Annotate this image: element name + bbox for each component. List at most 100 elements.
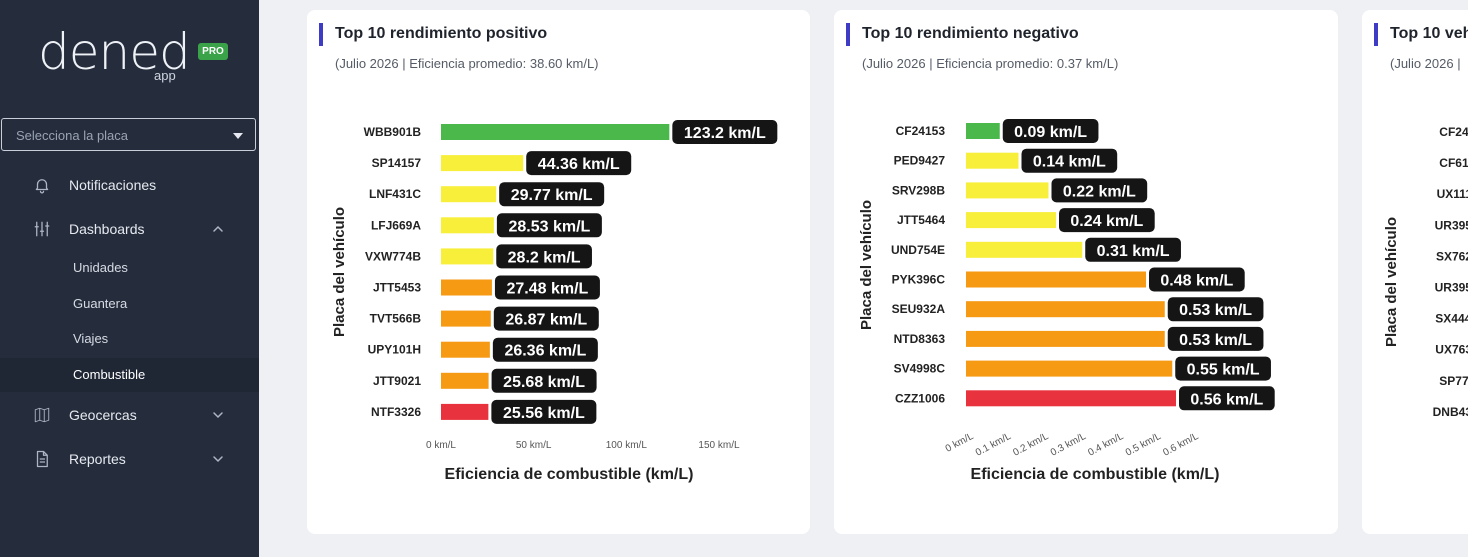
data-label-box — [1175, 356, 1271, 381]
bar — [966, 212, 1056, 229]
nav-item-geocercas[interactable]: Geocercas — [0, 397, 259, 433]
category-label: CF2417 — [1439, 125, 1468, 139]
card-title: Top 10 rendimiento positivo — [335, 25, 548, 42]
category-label: JTT9021 — [373, 374, 421, 388]
x-tick-label: 0.4 km/L — [1086, 431, 1125, 459]
x-tick-label: 0.1 km/L — [974, 431, 1013, 459]
bar — [441, 155, 524, 172]
category-label: SX4445( — [1435, 312, 1468, 326]
sidebar-item-viajes[interactable]: Viajes — [0, 322, 259, 356]
category-label: UND754E — [891, 243, 945, 257]
sidebar-item-label: Guantera — [73, 296, 128, 311]
category-label: PED9427 — [894, 154, 946, 168]
card-subtitle: (Julio 2026 | Eficiencia promedio: 0.37 … — [862, 56, 1119, 71]
data-label: 28.2 km/L — [508, 249, 581, 266]
data-label: 27.48 km/L — [507, 281, 589, 298]
data-label: 26.36 km/L — [504, 343, 586, 360]
data-label-box — [491, 368, 597, 393]
data-label: 0.55 km/L — [1187, 362, 1260, 379]
category-label: SV4998C — [894, 362, 946, 376]
sidebar: dened app PRO Selecciona la placa Notifi… — [0, 0, 259, 557]
nav-item-reportes[interactable]: Reportes — [0, 441, 259, 477]
category-label: CF24153 — [896, 124, 946, 138]
sidebar-item-label: Unidades — [73, 260, 128, 275]
x-tick-label: 0 km/L — [426, 440, 456, 451]
data-label-box — [494, 275, 600, 300]
category-label: TVT566B — [370, 312, 422, 326]
bar-chart-positive: Placa del vehículo WBB901B 123.2 km/L SP141… — [331, 120, 778, 483]
data-label: 0.53 km/L — [1179, 302, 1252, 319]
category-label: UX7633/ — [1435, 343, 1468, 357]
bar — [966, 330, 1165, 347]
plate-select[interactable]: Selecciona la placa — [1, 118, 256, 151]
card-title: Top 10 rendimiento negativo — [862, 25, 1079, 42]
x-tick-label: 0 km/L — [944, 431, 976, 455]
bar — [966, 123, 1000, 139]
bar — [441, 310, 491, 327]
chevron-up-icon — [213, 225, 223, 232]
nav-item-label: Reportes — [69, 451, 126, 467]
category-label: SX7624I — [1436, 249, 1468, 263]
bar — [441, 279, 492, 296]
data-label-box — [672, 120, 778, 144]
map-icon — [34, 407, 50, 423]
category-label: SP14157 — [372, 156, 422, 170]
data-label: 25.56 km/L — [503, 405, 585, 422]
sidebar-item-label: Viajes — [73, 331, 109, 346]
category-label: VXW774B — [365, 249, 421, 263]
data-label-box — [499, 182, 605, 207]
logo-subtext: app — [154, 68, 176, 83]
nav-item-notifications[interactable]: Notificaciones — [0, 167, 259, 203]
x-tick-label: 0.6 km/L — [1161, 431, 1200, 459]
chevron-down-icon — [213, 412, 223, 419]
card-accent-bar — [1374, 23, 1378, 46]
caret-down-icon — [233, 133, 243, 139]
x-tick-label: 100 km/L — [606, 440, 648, 451]
category-label: NTD8363 — [894, 332, 946, 346]
y-axis-title: Placa del vehículo — [858, 200, 875, 330]
chart-card-third: Top 10 veh (Julio 2026 | Placa del vehíc… — [1362, 10, 1468, 534]
data-label: 29.77 km/L — [511, 187, 593, 204]
category-label: CF6188 — [1439, 156, 1468, 170]
plate-select-placeholder: Selecciona la placa — [16, 128, 129, 143]
data-label-box — [493, 306, 599, 331]
bar — [966, 360, 1173, 377]
data-label: 44.36 km/L — [538, 156, 620, 173]
category-label: JTT5464 — [897, 213, 945, 227]
category-label: UR3953/ — [1435, 218, 1468, 232]
bar — [441, 186, 497, 203]
x-tick-label: 0.3 km/L — [1049, 431, 1088, 459]
category-label: JTT5453 — [373, 281, 421, 295]
sidebar-item-unidades[interactable]: Unidades — [0, 251, 259, 285]
x-axis-title: Eficiencia de combustible (km/L) — [445, 466, 694, 483]
bar — [441, 372, 489, 389]
data-label-box — [526, 151, 632, 176]
app-logo[interactable]: dened app PRO — [0, 0, 259, 110]
bar — [966, 271, 1146, 288]
card-title: Top 10 veh — [1390, 25, 1468, 42]
bar — [966, 182, 1049, 199]
nav-item-dashboards[interactable]: Dashboards — [0, 211, 259, 247]
category-label: NTF3326 — [371, 405, 421, 419]
card-accent-bar — [319, 23, 323, 46]
data-label-box — [1149, 267, 1245, 292]
x-tick-label: 50 km/L — [516, 440, 552, 451]
category-label: LFJ669A — [371, 218, 421, 232]
data-label: 25.68 km/L — [503, 374, 585, 391]
category-label: UPY101H — [368, 343, 421, 357]
pro-badge: PRO — [198, 43, 228, 60]
category-label: UR3952/ — [1435, 281, 1468, 295]
sliders-icon — [34, 221, 50, 237]
sidebar-item-combustible[interactable]: Combustible — [0, 358, 259, 392]
bar — [441, 403, 489, 420]
chart-card-negative: Top 10 rendimiento negativo (Julio 2026 … — [834, 10, 1338, 534]
logo-wordmark: dened — [38, 23, 191, 81]
data-label-box — [492, 337, 598, 362]
data-label: 123.2 km/L — [684, 125, 766, 142]
sidebar-item-guantera[interactable]: Guantera — [0, 287, 259, 321]
document-icon — [36, 450, 48, 468]
category-label: SP7779 — [1439, 374, 1468, 388]
x-tick-label: 150 km/L — [698, 440, 740, 451]
data-label-box — [1085, 237, 1181, 262]
category-label: SEU932A — [892, 302, 946, 316]
